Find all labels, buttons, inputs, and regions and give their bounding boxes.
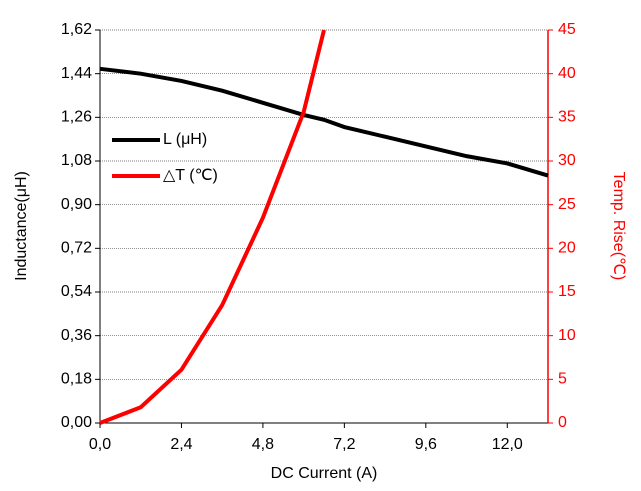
y2-tick-label: 25 (558, 196, 576, 213)
x-tick-label: 0,0 (89, 436, 111, 453)
x-tick-label: 7,2 (333, 436, 355, 453)
series-line (99, 29, 326, 425)
y2-tick-label: 45 (558, 21, 576, 38)
y-tick-label: 0,00 (61, 414, 92, 431)
y2-axis-title: Temp. Rise(℃) (610, 172, 627, 281)
x-tick-label: 9,6 (415, 436, 437, 453)
y-tick-label: 1,62 (61, 21, 92, 38)
series-line (99, 66, 549, 178)
y-tick-label: 0,72 (61, 240, 92, 257)
y2-tick-label: 0 (558, 414, 567, 431)
y2-tick-label: 20 (558, 240, 576, 257)
y2-tick-label: 35 (558, 109, 576, 126)
y2-tick-label: 30 (558, 152, 576, 169)
y-tick-label: 0,90 (61, 196, 92, 213)
y-tick-label: 1,26 (61, 109, 92, 126)
x-axis-title: DC Current (A) (271, 465, 378, 482)
y-tick-label: 1,44 (61, 65, 92, 82)
y-tick-label: 1,08 (61, 152, 92, 169)
y2-tick-label: 10 (558, 327, 576, 344)
x-tick-label: 4,8 (252, 436, 274, 453)
legend-label: L (μH) (163, 131, 207, 148)
x-tick-label: 2,4 (170, 436, 192, 453)
y2-tick-label: 5 (558, 371, 567, 388)
y2-tick-label: 15 (558, 283, 576, 300)
y2-tick-label: 40 (558, 65, 576, 82)
x-tick-label: 12,0 (492, 436, 523, 453)
y-tick-label: 0,54 (61, 283, 92, 300)
y-tick-label: 0,36 (61, 327, 92, 344)
legend-label: △T (℃) (163, 167, 218, 184)
y-tick-label: 0,18 (61, 371, 92, 388)
y-axis-title: Inductance(μH) (13, 171, 30, 281)
